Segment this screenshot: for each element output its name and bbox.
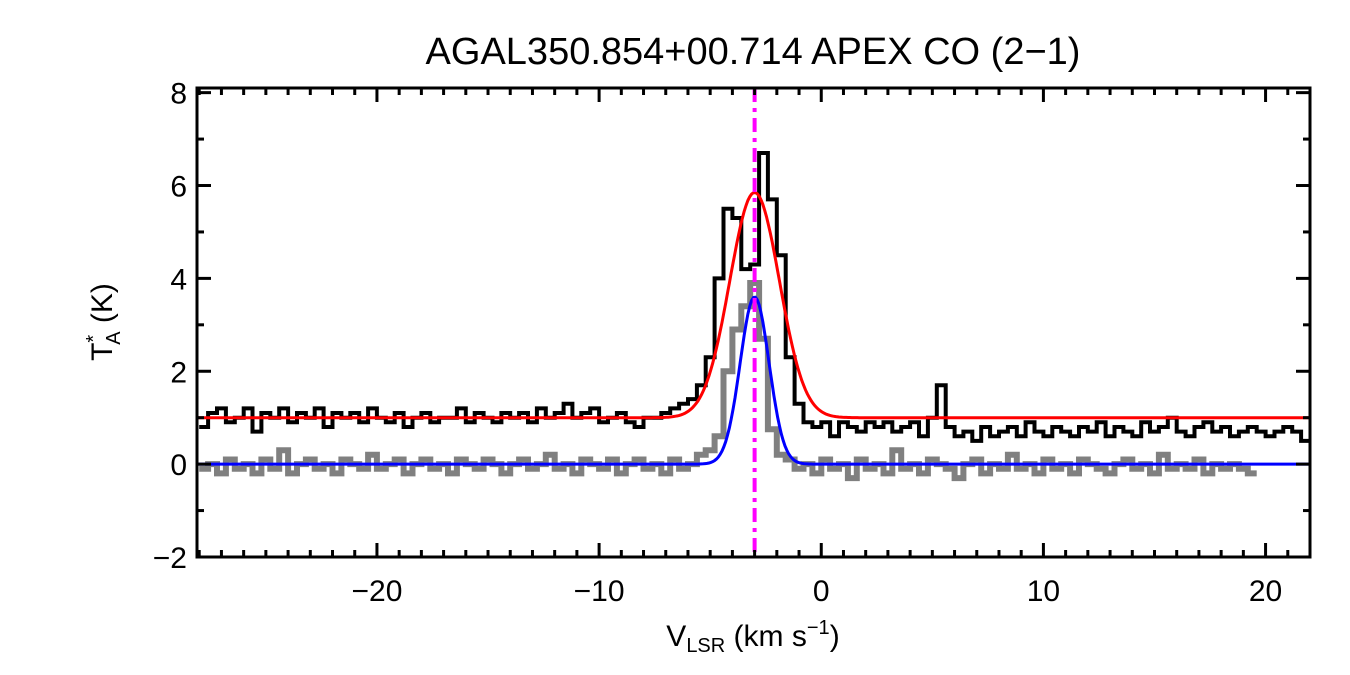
y-label-main: T [86,343,119,361]
x-tick-label: −20 [352,575,403,608]
y-tick-label: 6 [170,171,187,204]
y-label-unit: (K) [86,283,119,331]
x-label-unit: (km s [725,620,807,653]
x-label-close: ) [830,620,840,653]
y-tick-label: −2 [153,542,187,575]
chart-title: AGAL350.854+00.714 APEX CO (2−1) [426,31,1081,73]
y-tick-label: 0 [170,449,187,482]
x-axis-label: VLSR (km s−1) [666,617,839,657]
series-layer [197,88,1310,557]
x-tick-label: 0 [813,575,830,608]
y-tick-label: 2 [170,356,187,389]
y-axis-label: T*A (K) [83,283,125,361]
y-label-sup: * [83,335,105,343]
blue-gaussian-fit [197,295,1310,466]
x-tick-label: −10 [574,575,625,608]
x-tick-label: 20 [1249,575,1282,608]
y-label-sub: A [103,331,125,345]
plot-area [197,88,1310,557]
x-label-main: V [666,620,686,653]
x-label-sup: −1 [807,617,830,639]
x-label-sub: LSR [686,635,725,657]
gray-spectrum-line [199,280,1257,482]
y-tick-label: 8 [170,78,187,111]
x-tick-label: 10 [1027,575,1060,608]
y-tick-label: 4 [170,263,187,296]
red-gaussian-fit [197,191,1310,420]
